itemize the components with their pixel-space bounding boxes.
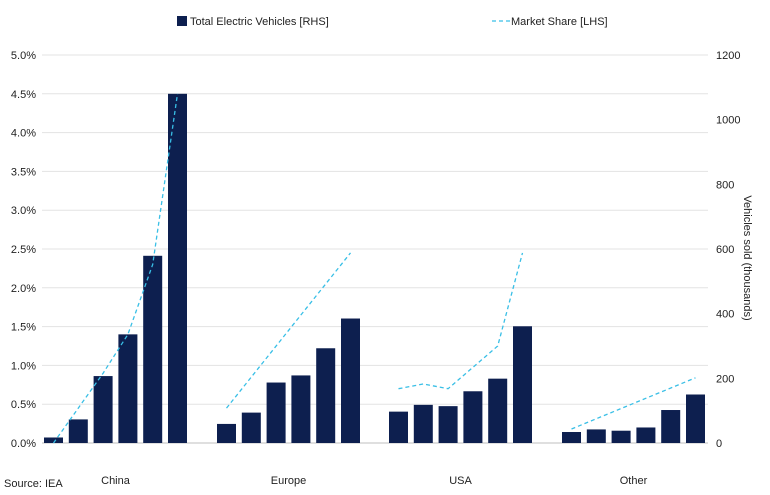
category-label: China	[101, 475, 131, 487]
right-axis-ticks: 0 200 400 600 800 1000 1200	[716, 50, 740, 450]
bar	[438, 406, 458, 443]
left-tick-label: 0.0%	[11, 438, 36, 450]
bar	[118, 334, 138, 443]
right-tick-label: 1200	[716, 50, 740, 62]
right-tick-label: 1000	[716, 115, 740, 127]
left-tick-label: 4.0%	[11, 128, 36, 140]
bar	[266, 382, 286, 443]
bar	[389, 411, 408, 443]
bar	[611, 430, 631, 443]
left-tick-label: 3.0%	[11, 205, 36, 217]
gridlines	[42, 54, 708, 444]
bar	[143, 255, 163, 443]
bar	[241, 412, 261, 443]
bar	[93, 376, 113, 443]
left-tick-label: 1.0%	[11, 360, 36, 372]
bar	[562, 432, 581, 443]
bar	[316, 348, 336, 443]
left-tick-label: 1.5%	[11, 322, 36, 334]
market-share-line	[571, 377, 696, 430]
market-share-lines	[52, 93, 696, 444]
legend-bar-swatch	[177, 16, 187, 26]
left-tick-label: 5.0%	[11, 50, 36, 62]
right-tick-label: 0	[716, 438, 722, 450]
bar	[586, 429, 606, 443]
market-share-line	[398, 252, 524, 390]
legend: Total Electric Vehicles [RHS] Market Sha…	[177, 16, 608, 28]
bar	[513, 326, 532, 443]
right-tick-label: 800	[716, 179, 734, 191]
left-tick-label: 4.5%	[11, 89, 36, 101]
left-tick-label: 2.5%	[11, 244, 36, 256]
bar	[291, 375, 311, 443]
legend-line-label: Market Share [LHS]	[511, 16, 608, 28]
category-labels: China Europe USA Other	[101, 475, 647, 487]
right-tick-label: 600	[716, 244, 734, 256]
bar	[636, 427, 656, 443]
right-tick-label: 400	[716, 309, 734, 321]
left-tick-label: 0.5%	[11, 399, 36, 411]
bars	[44, 93, 705, 444]
bar	[341, 318, 360, 443]
bar	[463, 391, 483, 443]
bar	[44, 437, 63, 443]
bar	[661, 410, 681, 443]
category-label: Europe	[271, 475, 306, 487]
market-share-line	[225, 252, 352, 409]
left-tick-label: 2.0%	[11, 283, 36, 295]
bar	[686, 394, 705, 443]
right-tick-label: 200	[716, 373, 734, 385]
bar	[413, 404, 433, 443]
legend-bar-label: Total Electric Vehicles [RHS]	[190, 16, 329, 28]
left-axis-ticks: 0.0% 0.5% 1.0% 1.5% 2.0% 2.5% 3.0% 3.5% 4.0% 4.5%…	[11, 50, 36, 450]
left-tick-label: 3.5%	[11, 166, 36, 178]
category-label: Other	[620, 475, 648, 487]
market-share-line	[52, 93, 179, 444]
bar	[217, 423, 236, 443]
category-label: USA	[449, 475, 472, 487]
right-axis-title: Vehicles sold (thousands)	[741, 195, 753, 320]
source-note: Source: IEA	[4, 478, 63, 490]
bar	[68, 419, 88, 443]
bar	[488, 378, 508, 443]
bar	[168, 93, 187, 444]
